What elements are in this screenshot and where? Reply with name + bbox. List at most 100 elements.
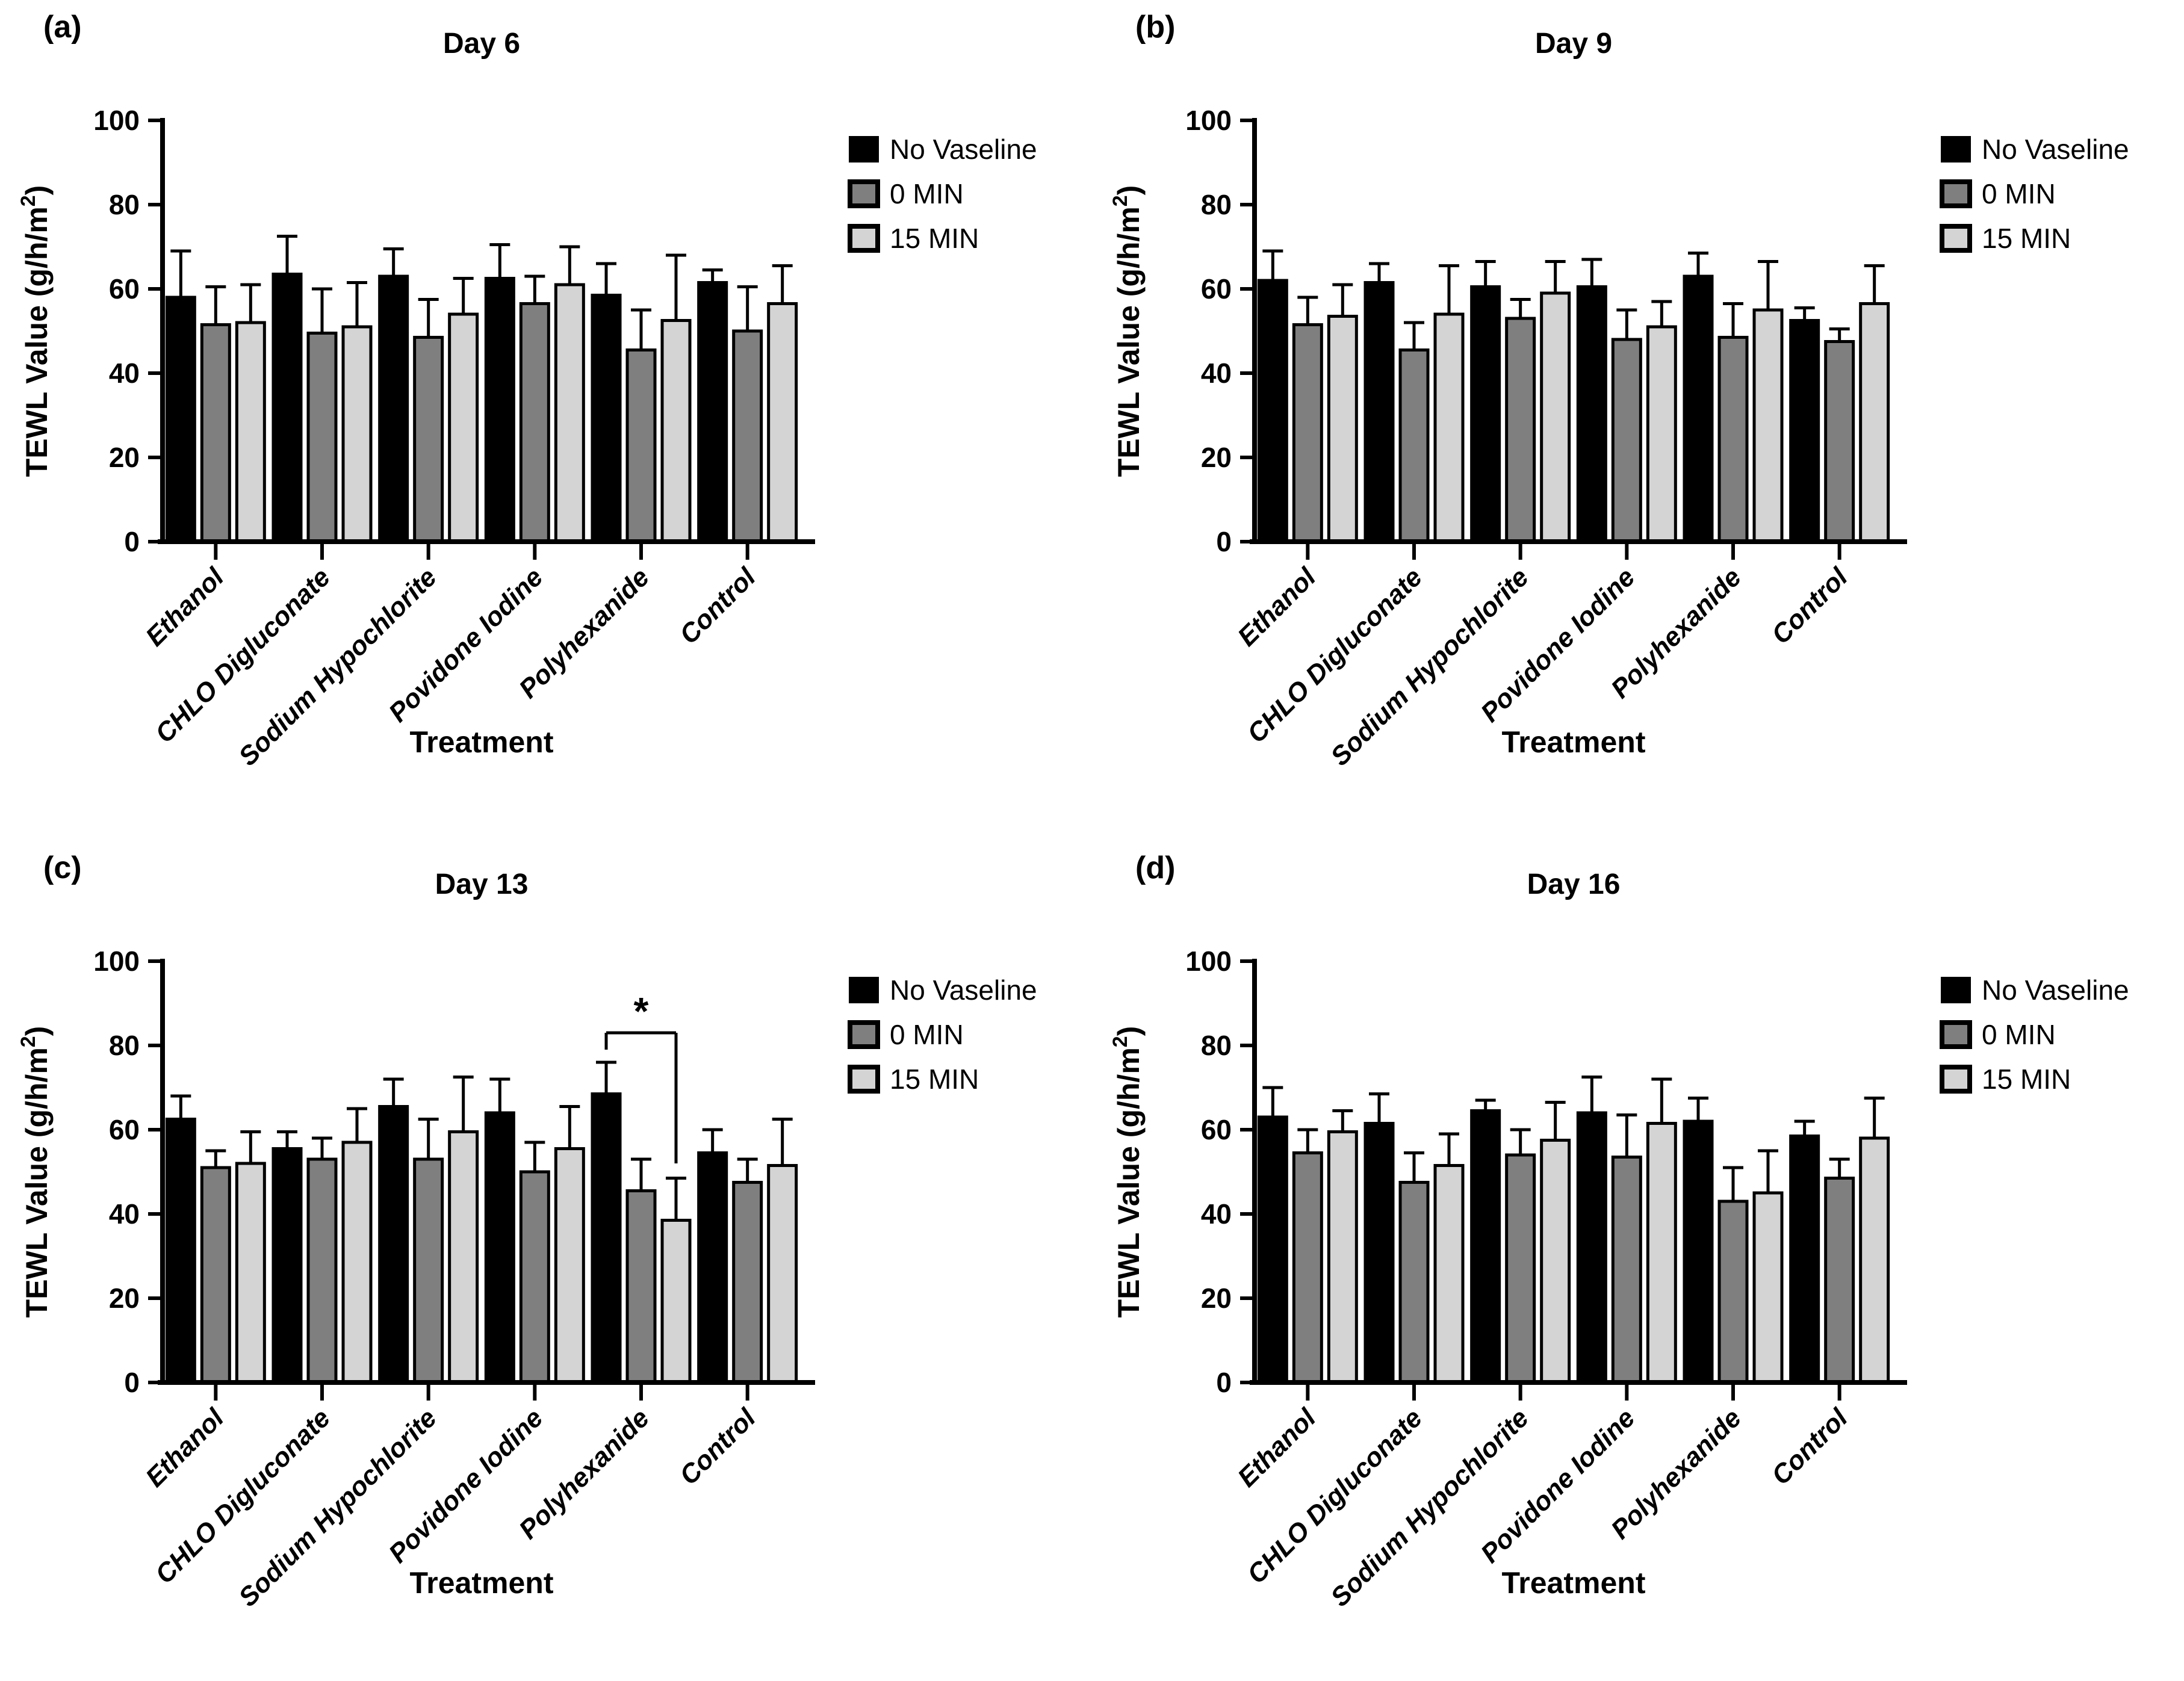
legend-swatch bbox=[849, 977, 879, 1003]
x-axis-label: Treatment bbox=[410, 1566, 554, 1600]
bar bbox=[1789, 319, 1820, 543]
legend-label: No Vaseline bbox=[890, 134, 1037, 165]
legend-label: 0 MIN bbox=[1982, 178, 2056, 209]
x-tick-label: Ethanol bbox=[1232, 562, 1322, 652]
bar bbox=[200, 323, 231, 543]
panel-letter: (a) bbox=[43, 10, 82, 45]
bar bbox=[1292, 1151, 1323, 1384]
y-tick-label: 0 bbox=[1216, 526, 1232, 557]
bar bbox=[554, 1147, 585, 1384]
y-tick-label: 60 bbox=[109, 1114, 140, 1145]
legend-swatch bbox=[848, 224, 880, 253]
bar bbox=[1859, 302, 1890, 543]
bar bbox=[1717, 336, 1749, 543]
y-tick-label: 20 bbox=[1201, 442, 1232, 473]
bar bbox=[1646, 1122, 1677, 1384]
bar bbox=[660, 319, 692, 543]
bar bbox=[1540, 1139, 1571, 1384]
bar bbox=[413, 1157, 444, 1384]
bar bbox=[165, 296, 196, 543]
legend-swatch bbox=[848, 1065, 880, 1094]
bar bbox=[271, 1147, 303, 1384]
x-tick-label: Control bbox=[1766, 1403, 1854, 1491]
bar bbox=[732, 329, 763, 543]
bar bbox=[1505, 1153, 1536, 1384]
y-tick-label: 20 bbox=[109, 442, 140, 473]
bar bbox=[1257, 1115, 1288, 1384]
legend-label: No Vaseline bbox=[1982, 974, 2129, 1006]
significance-star: * bbox=[634, 989, 649, 1033]
bar bbox=[1540, 291, 1571, 543]
bar bbox=[1470, 285, 1501, 543]
chart-day-9: (b) Day 9 0 20 40 60 80 100 TEWL Value (g/h/m2) E… bbox=[1109, 10, 2129, 772]
bar bbox=[732, 1181, 763, 1384]
y-tick-label: 80 bbox=[109, 1030, 140, 1061]
chart-day-16: (d) Day 16 0 20 40 60 80 100 TEWL Value (g/h/m2)… bbox=[1109, 850, 2129, 1612]
y-tick-label: 60 bbox=[1201, 273, 1232, 305]
legend-swatch bbox=[849, 136, 879, 163]
bar bbox=[697, 281, 728, 543]
bar bbox=[1433, 1164, 1465, 1384]
bar bbox=[1257, 279, 1288, 543]
bar bbox=[1717, 1200, 1749, 1384]
y-axis-label: TEWL Value (g/h/m2) bbox=[1109, 1026, 1146, 1318]
y-tick-label: 0 bbox=[1216, 1367, 1232, 1398]
bar bbox=[1363, 1122, 1395, 1384]
x-axis-label: Treatment bbox=[1502, 1566, 1646, 1600]
x-tick-label: Control bbox=[1766, 562, 1854, 650]
legend-label: 0 MIN bbox=[890, 178, 964, 209]
bar bbox=[378, 1105, 409, 1384]
legend-label: No Vaseline bbox=[890, 974, 1037, 1006]
y-tick-label: 40 bbox=[1201, 1198, 1232, 1230]
bar bbox=[341, 325, 373, 543]
x-tick-label: Control bbox=[674, 1403, 762, 1491]
bar bbox=[767, 302, 798, 543]
legend-label: 15 MIN bbox=[1982, 1063, 2071, 1095]
legend-swatch bbox=[1940, 1020, 1972, 1049]
y-tick-label: 40 bbox=[109, 1198, 140, 1230]
legend-swatch bbox=[1940, 224, 1972, 253]
y-tick-label: 100 bbox=[93, 105, 140, 136]
panel-d: (d) Day 16 0 20 40 60 80 100 TEWL Value (g/h/m2)… bbox=[1092, 841, 2184, 1681]
bar bbox=[1683, 1119, 1714, 1384]
bar bbox=[1292, 323, 1323, 543]
panel-letter: (d) bbox=[1135, 850, 1175, 885]
legend-label: No Vaseline bbox=[1982, 134, 2129, 165]
y-tick-label: 60 bbox=[1201, 1114, 1232, 1145]
bar bbox=[697, 1151, 728, 1384]
bar bbox=[1752, 308, 1784, 543]
legend-label: 0 MIN bbox=[890, 1019, 964, 1050]
bar bbox=[448, 312, 479, 543]
y-tick-label: 40 bbox=[109, 358, 140, 389]
panel-a: (a) Day 6 0 20 40 60 80 100 TEWL Value (g/h/m2) E… bbox=[0, 0, 1092, 840]
bar bbox=[200, 1166, 231, 1384]
chart-title: Day 16 bbox=[1527, 868, 1621, 900]
y-tick-label: 80 bbox=[1201, 1030, 1232, 1061]
bar bbox=[554, 283, 585, 543]
panel-letter: (c) bbox=[43, 850, 82, 885]
legend-label: 15 MIN bbox=[890, 1063, 979, 1095]
x-axis-label: Treatment bbox=[1502, 725, 1646, 759]
bar bbox=[1505, 317, 1536, 543]
x-tick-label: CHLO Digluconate bbox=[150, 1403, 336, 1589]
bar bbox=[1398, 348, 1430, 543]
legend-label: 15 MIN bbox=[890, 223, 979, 254]
bar bbox=[306, 332, 338, 543]
x-tick-label: Ethanol bbox=[1232, 1403, 1322, 1493]
x-tick-label: Ethanol bbox=[140, 1403, 230, 1493]
y-tick-label: 100 bbox=[93, 946, 140, 977]
bar bbox=[271, 273, 303, 543]
x-tick-label: Control bbox=[674, 562, 762, 650]
bar bbox=[306, 1157, 338, 1384]
panel-b: (b) Day 9 0 20 40 60 80 100 TEWL Value (g/h/m2) E… bbox=[1092, 0, 2184, 840]
bar bbox=[1611, 1156, 1642, 1384]
legend-label: 15 MIN bbox=[1982, 223, 2071, 254]
legend-swatch bbox=[1940, 179, 1972, 208]
bar bbox=[767, 1164, 798, 1384]
bar bbox=[448, 1130, 479, 1384]
bar bbox=[1824, 340, 1855, 543]
bar bbox=[413, 336, 444, 543]
chart-title: Day 13 bbox=[435, 868, 529, 900]
x-tick-label: Ethanol bbox=[140, 562, 230, 652]
